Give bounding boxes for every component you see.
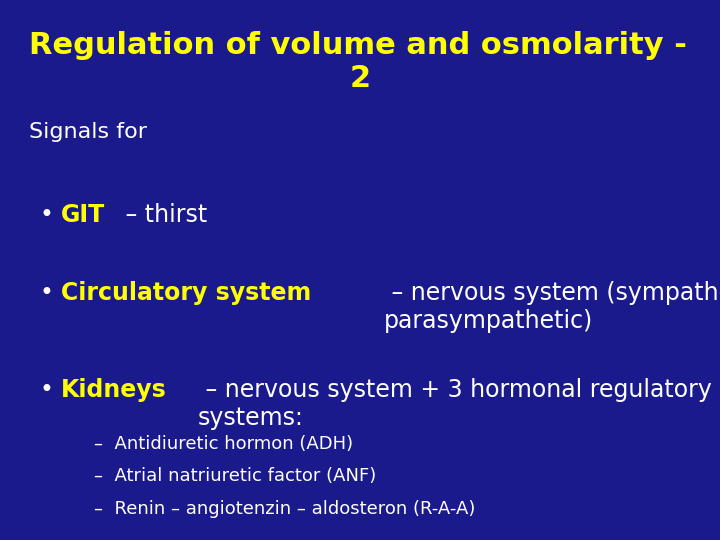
Text: – nervous system (sympathetic/
parasympathetic): – nervous system (sympathetic/ parasympa…	[384, 281, 720, 333]
Text: Kidneys: Kidneys	[61, 378, 167, 402]
Text: –  Antidiuretic hormon (ADH): – Antidiuretic hormon (ADH)	[94, 435, 353, 453]
Text: Regulation of volume and osmolarity -: Regulation of volume and osmolarity -	[29, 31, 687, 60]
Text: Signals for: Signals for	[29, 122, 147, 143]
Text: – thirst: – thirst	[118, 202, 207, 226]
Text: Circulatory system: Circulatory system	[61, 281, 312, 305]
Text: –  Renin – angiotenzin – aldosteron (R-A-A): – Renin – angiotenzin – aldosteron (R-A-…	[94, 500, 475, 517]
Text: •: •	[40, 281, 53, 305]
Text: – nervous system + 3 hormonal regulatory
systems:: – nervous system + 3 hormonal regulatory…	[198, 378, 711, 430]
Text: 2: 2	[349, 64, 371, 93]
Text: •: •	[40, 202, 53, 226]
Text: GIT: GIT	[61, 202, 105, 226]
Text: •: •	[40, 378, 53, 402]
Text: –  Atrial natriuretic factor (ANF): – Atrial natriuretic factor (ANF)	[94, 467, 376, 485]
